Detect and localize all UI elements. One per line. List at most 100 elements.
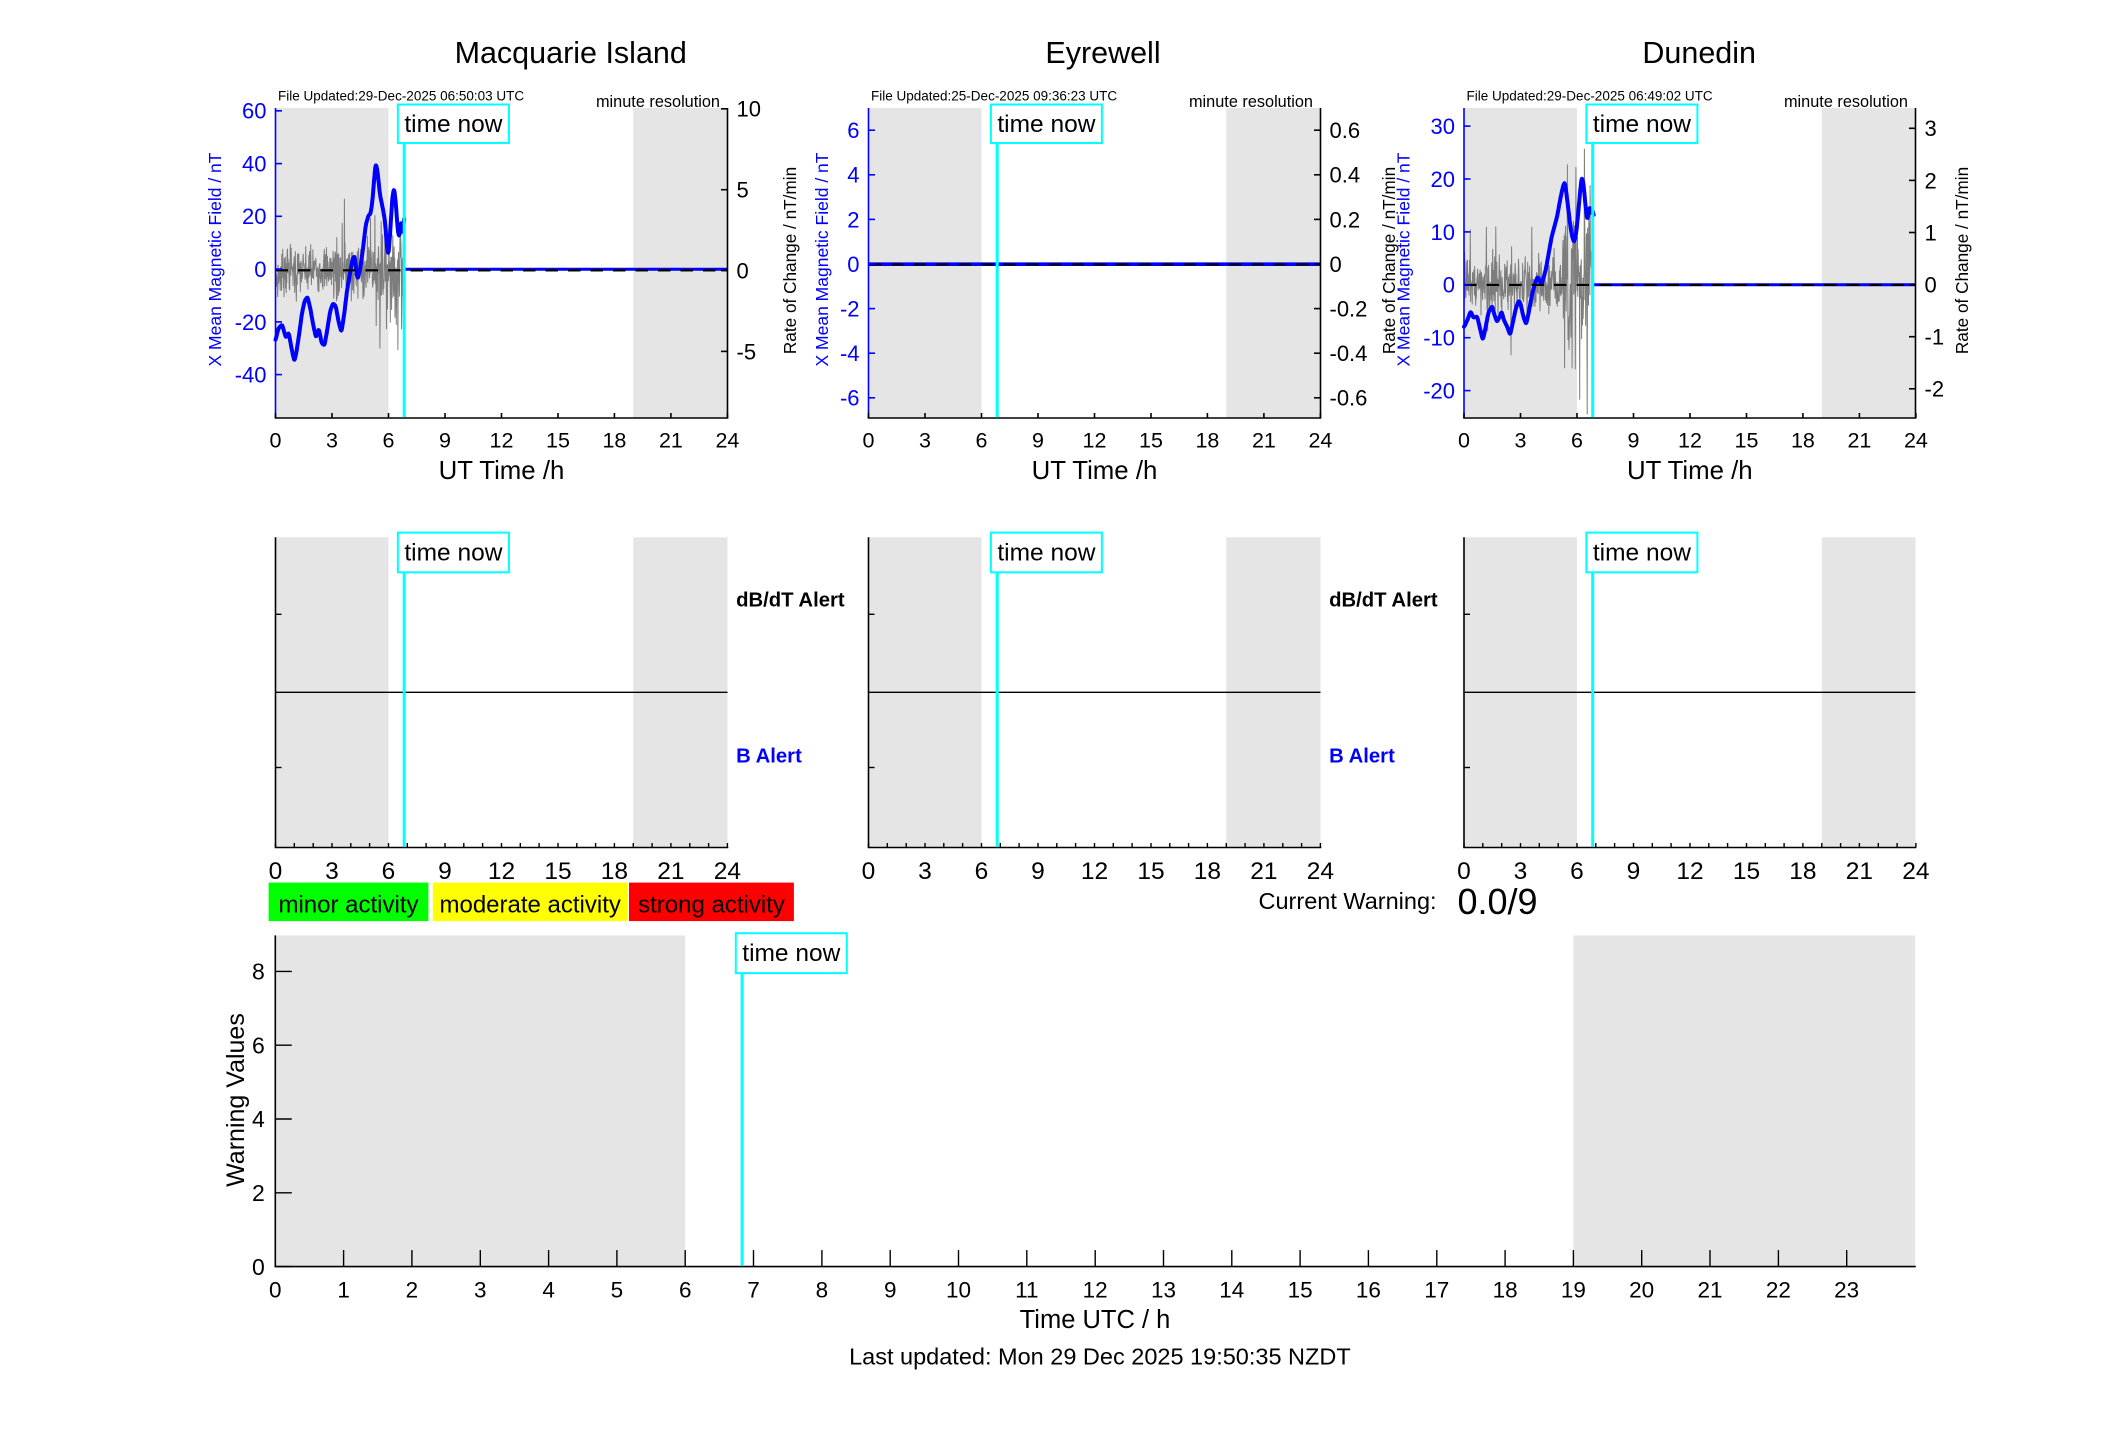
svg-text:-2: -2: [1925, 377, 1945, 402]
svg-text:12: 12: [488, 858, 515, 885]
svg-text:Eyrewell: Eyrewell: [1045, 36, 1160, 70]
svg-text:Rate of Change / nT/min: Rate of Change / nT/min: [1379, 167, 1399, 354]
svg-text:12: 12: [1083, 429, 1107, 453]
svg-text:-1: -1: [1925, 325, 1945, 350]
svg-text:9: 9: [1627, 858, 1641, 885]
svg-text:moderate activity: moderate activity: [439, 892, 620, 919]
svg-text:18: 18: [1194, 858, 1221, 885]
svg-text:2: 2: [847, 207, 859, 232]
svg-text:time now: time now: [997, 540, 1095, 567]
svg-text:-20: -20: [235, 310, 267, 335]
svg-text:20: 20: [1431, 167, 1455, 192]
svg-text:15: 15: [1139, 429, 1163, 453]
svg-text:22: 22: [1766, 1278, 1791, 1303]
svg-text:0: 0: [863, 429, 875, 453]
svg-text:1: 1: [1925, 220, 1937, 245]
svg-text:0: 0: [1925, 273, 1937, 298]
svg-text:3: 3: [1514, 858, 1528, 885]
svg-text:15: 15: [1288, 1278, 1313, 1303]
svg-text:3: 3: [919, 429, 931, 453]
svg-text:B Alert: B Alert: [1329, 746, 1395, 768]
svg-text:12: 12: [1083, 1278, 1108, 1303]
svg-text:6: 6: [847, 118, 859, 143]
svg-text:-20: -20: [1423, 379, 1455, 404]
svg-text:minor activity: minor activity: [278, 892, 418, 919]
svg-text:6: 6: [975, 858, 989, 885]
svg-text:minute resolution: minute resolution: [1784, 93, 1908, 111]
svg-text:strong activity: strong activity: [638, 892, 785, 919]
svg-text:2: 2: [252, 1180, 265, 1206]
svg-text:0: 0: [1330, 252, 1342, 277]
svg-text:15: 15: [544, 858, 571, 885]
svg-text:X Mean Magnetic Field / nT: X Mean Magnetic Field / nT: [205, 152, 225, 366]
svg-text:6: 6: [1570, 858, 1584, 885]
svg-text:21: 21: [659, 429, 683, 453]
svg-text:20: 20: [1629, 1278, 1654, 1303]
svg-text:-5: -5: [737, 339, 757, 364]
svg-text:10: 10: [946, 1278, 971, 1303]
svg-text:-10: -10: [1423, 326, 1455, 351]
svg-text:3: 3: [1925, 116, 1937, 141]
svg-text:0.4: 0.4: [1330, 163, 1361, 188]
svg-text:6: 6: [382, 858, 396, 885]
svg-text:Current Warning:: Current Warning:: [1259, 888, 1437, 914]
svg-text:6: 6: [679, 1278, 692, 1303]
svg-text:13: 13: [1151, 1278, 1176, 1303]
svg-text:0: 0: [1458, 429, 1470, 453]
svg-text:3: 3: [918, 858, 932, 885]
svg-text:6: 6: [976, 429, 988, 453]
svg-text:10: 10: [1431, 220, 1455, 245]
svg-text:4: 4: [252, 1106, 265, 1132]
svg-text:Dunedin: Dunedin: [1642, 36, 1756, 70]
svg-text:8: 8: [816, 1278, 829, 1303]
svg-text:40: 40: [242, 152, 266, 177]
svg-text:15: 15: [546, 429, 570, 453]
svg-text:UT Time /h: UT Time /h: [1627, 457, 1753, 485]
svg-text:2: 2: [1925, 168, 1937, 193]
svg-text:0: 0: [269, 1278, 282, 1303]
svg-text:15: 15: [1735, 429, 1759, 453]
svg-text:0: 0: [254, 257, 266, 282]
svg-text:24: 24: [1902, 858, 1929, 885]
svg-text:5: 5: [611, 1278, 624, 1303]
svg-text:18: 18: [1493, 1278, 1518, 1303]
svg-text:B Alert: B Alert: [736, 746, 802, 768]
svg-text:UT Time /h: UT Time /h: [1032, 457, 1158, 485]
svg-text:File Updated:29-Dec-2025 06:49: File Updated:29-Dec-2025 06:49:02 UTC: [1467, 88, 1713, 103]
svg-text:6: 6: [383, 429, 395, 453]
svg-text:time now: time now: [742, 940, 840, 967]
svg-text:time now: time now: [997, 111, 1095, 138]
svg-text:9: 9: [438, 858, 452, 885]
svg-text:21: 21: [1697, 1278, 1722, 1303]
svg-text:time now: time now: [1593, 540, 1691, 567]
svg-text:24: 24: [1308, 429, 1332, 453]
svg-text:7: 7: [747, 1278, 760, 1303]
svg-text:30: 30: [1431, 114, 1455, 139]
svg-text:21: 21: [1250, 858, 1277, 885]
svg-text:time now: time now: [1593, 111, 1691, 138]
svg-text:9: 9: [439, 429, 451, 453]
svg-text:23: 23: [1834, 1278, 1859, 1303]
svg-text:24: 24: [714, 858, 741, 885]
svg-text:6: 6: [1571, 429, 1583, 453]
svg-text:-0.4: -0.4: [1330, 341, 1368, 366]
svg-text:Rate of Change / nT/min: Rate of Change / nT/min: [780, 167, 800, 354]
svg-text:dB/dT Alert: dB/dT Alert: [1329, 589, 1438, 611]
svg-text:1: 1: [337, 1278, 350, 1303]
svg-text:21: 21: [1846, 858, 1873, 885]
svg-text:17: 17: [1424, 1278, 1449, 1303]
svg-text:minute resolution: minute resolution: [1189, 93, 1313, 111]
svg-text:12: 12: [1676, 858, 1703, 885]
svg-text:24: 24: [1307, 858, 1334, 885]
svg-text:18: 18: [601, 858, 628, 885]
svg-text:Time UTC / h: Time UTC / h: [1020, 1306, 1171, 1334]
svg-text:time now: time now: [404, 111, 502, 138]
svg-text:24: 24: [715, 429, 739, 453]
svg-text:15: 15: [1733, 858, 1760, 885]
svg-text:0: 0: [862, 858, 876, 885]
svg-text:24: 24: [1904, 429, 1928, 453]
svg-text:X Mean Magnetic Field / nT: X Mean Magnetic Field / nT: [1394, 152, 1414, 366]
svg-text:8: 8: [252, 959, 265, 985]
svg-text:-4: -4: [840, 341, 860, 366]
svg-text:0: 0: [270, 429, 282, 453]
